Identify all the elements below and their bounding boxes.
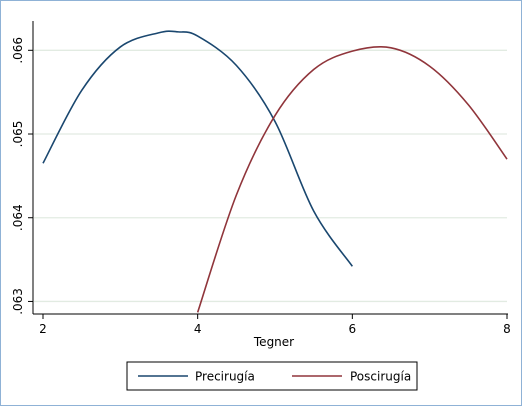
y-axis-ticks: .063 .064 .065 .066 bbox=[11, 37, 33, 315]
legend: Precirugía Poscirugía bbox=[126, 361, 418, 391]
y-tick-label: .065 bbox=[11, 121, 25, 148]
legend-label-1: Precirugía bbox=[195, 370, 255, 384]
y-tick-label: .063 bbox=[11, 288, 25, 315]
x-tick-label: 2 bbox=[39, 322, 47, 336]
series-line-1 bbox=[42, 30, 353, 267]
gridlines bbox=[34, 49, 507, 303]
legend-label-2: Poscirugía bbox=[350, 370, 411, 384]
series-line-2 bbox=[196, 45, 508, 313]
x-tick-label: 4 bbox=[194, 322, 202, 336]
y-tick-label: .064 bbox=[11, 204, 25, 231]
x-axis-label: Tegner bbox=[253, 335, 294, 349]
x-tick-label: 8 bbox=[503, 322, 511, 336]
axes bbox=[32, 21, 508, 315]
x-tick-label: 6 bbox=[349, 322, 357, 336]
series-lines bbox=[42, 30, 508, 313]
y-tick-label: .066 bbox=[11, 37, 25, 64]
x-axis-ticks: 2 4 6 8 bbox=[39, 314, 511, 336]
